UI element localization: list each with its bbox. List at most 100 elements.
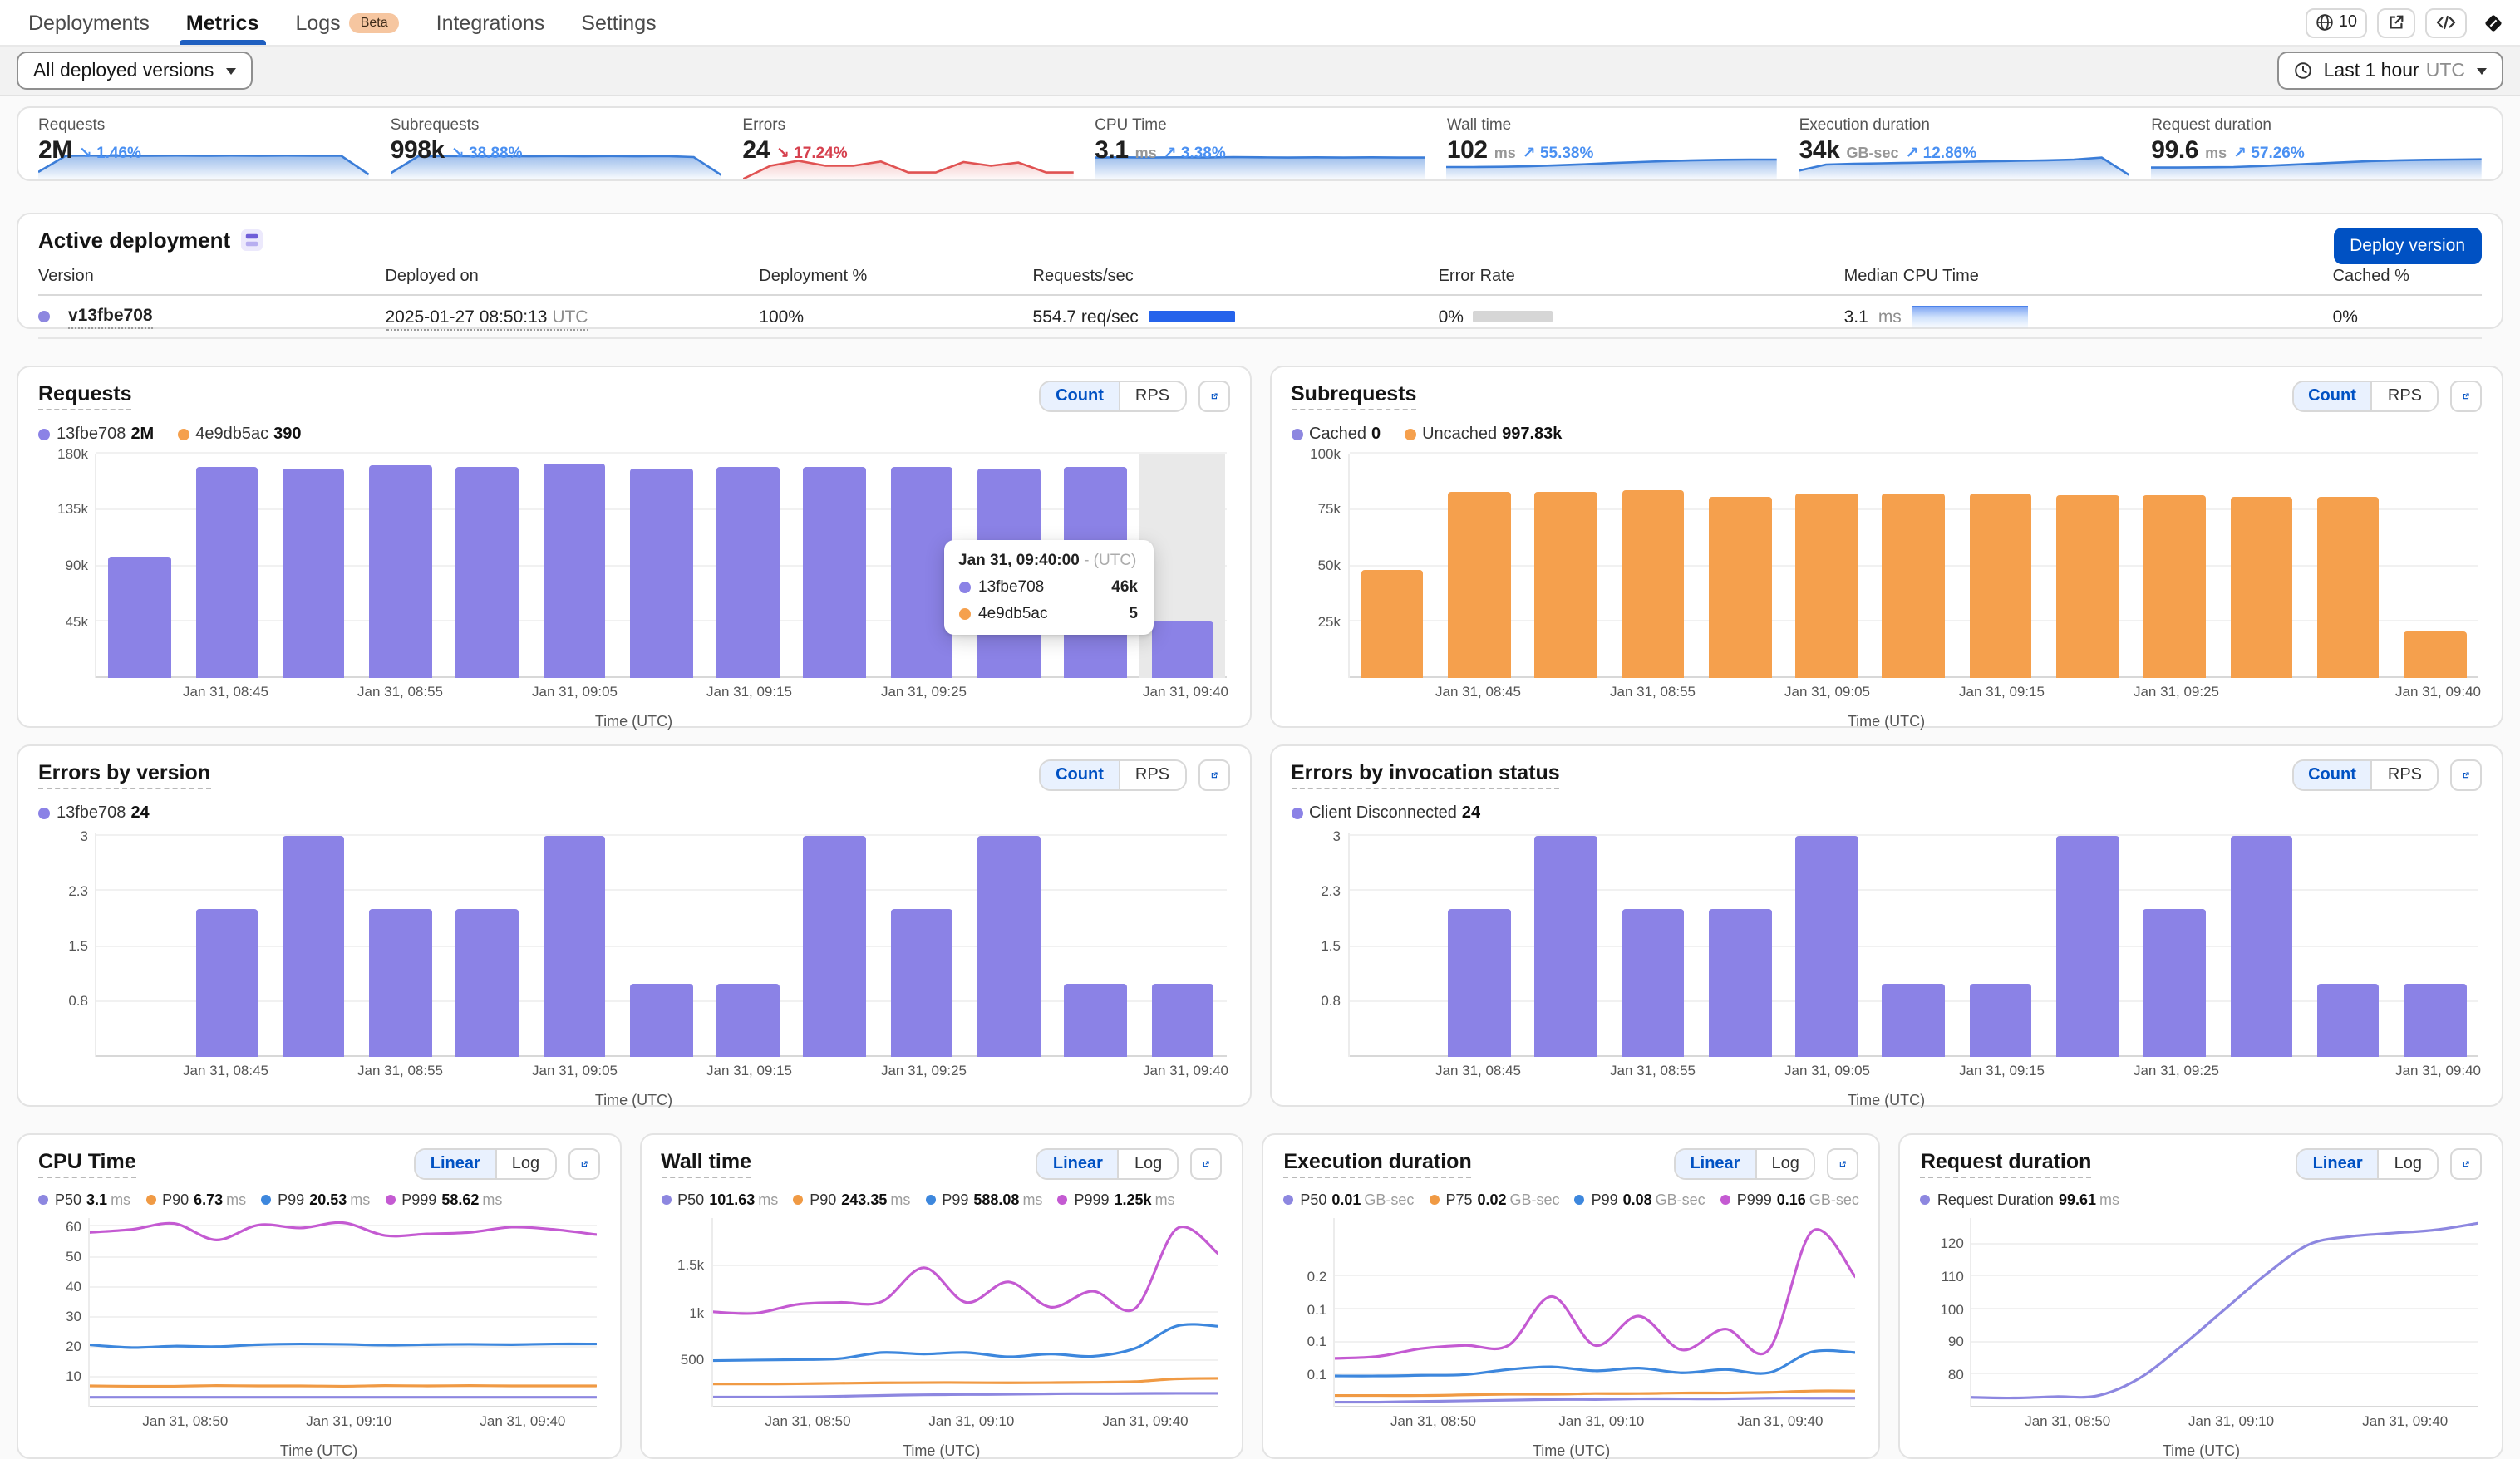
bar-client-disconnected-08:55[interactable] bbox=[1622, 909, 1685, 1057]
expand-chart-button[interactable] bbox=[2450, 759, 2482, 791]
bar-client-disconnected-09:10[interactable] bbox=[1882, 983, 1946, 1057]
bar-uncached-09:25[interactable] bbox=[2143, 494, 2206, 678]
bar-13fbe708-09:10[interactable] bbox=[629, 983, 693, 1057]
bar-uncached-09:35[interactable] bbox=[2316, 497, 2380, 678]
bar-client-disconnected-09:40[interactable] bbox=[2404, 983, 2467, 1057]
legend-item-p50[interactable]: P50 3.1 ms bbox=[38, 1191, 130, 1208]
expand-chart-button[interactable] bbox=[2450, 1148, 2482, 1180]
chart-plot-execution-duration[interactable]: 0.1 0.1 0.1 0.2 bbox=[1307, 1218, 1856, 1407]
tab-deployments[interactable]: Deployments bbox=[10, 0, 168, 45]
expand-chart-button[interactable] bbox=[1198, 759, 1229, 791]
tab-logs[interactable]: Logs Beta bbox=[277, 0, 417, 45]
bar-uncached-09:05[interactable] bbox=[1795, 494, 1858, 678]
time-range-dropdown[interactable]: Last 1 hour UTC bbox=[2276, 52, 2503, 90]
toggle-option-rps[interactable]: RPS bbox=[1118, 382, 1184, 410]
bar-uncached-08:50[interactable] bbox=[1534, 491, 1597, 678]
bar-uncached-09:00[interactable] bbox=[1708, 496, 1772, 678]
toggle-option-log[interactable]: Log bbox=[2377, 1150, 2437, 1178]
tab-settings[interactable]: Settings bbox=[563, 0, 674, 45]
legend-item-p999[interactable]: P999 0.16 GB-sec bbox=[1720, 1191, 1859, 1208]
bar-13fbe708-09:40[interactable] bbox=[1151, 983, 1214, 1057]
toggle-option-log[interactable]: Log bbox=[1117, 1150, 1178, 1178]
toggle-option-log[interactable]: Log bbox=[1755, 1150, 1814, 1178]
legend-item-p999[interactable]: P999 1.25k ms bbox=[1057, 1191, 1175, 1208]
bar-client-disconnected-08:50[interactable] bbox=[1534, 836, 1597, 1057]
bar-13fbe708-08:45[interactable] bbox=[195, 466, 258, 678]
bar-13fbe708-08:45[interactable] bbox=[195, 909, 258, 1057]
legend-item-cached[interactable]: Cached 0 bbox=[1291, 425, 1381, 444]
legend-item-p99[interactable]: P99 0.08 GB-sec bbox=[1574, 1191, 1705, 1208]
toggle-option-linear[interactable]: Linear bbox=[415, 1150, 495, 1178]
chart-plot-wall-time[interactable]: 500 1k 1.5k bbox=[677, 1218, 1219, 1407]
toggle-option-rps[interactable]: RPS bbox=[2370, 761, 2437, 789]
toggle-option-log[interactable]: Log bbox=[495, 1150, 555, 1178]
bar-13fbe708-08:50[interactable] bbox=[282, 469, 345, 678]
bar-13fbe708-09:00[interactable] bbox=[455, 467, 519, 678]
toggle-option-count[interactable]: Count bbox=[2293, 761, 2371, 789]
tab-integrations[interactable]: Integrations bbox=[418, 0, 564, 45]
bar-13fbe708-09:15[interactable] bbox=[716, 983, 780, 1057]
legend-item-p99[interactable]: P99 588.08 ms bbox=[925, 1191, 1042, 1208]
toggle-option-rps[interactable]: RPS bbox=[1118, 761, 1184, 789]
open-external-button[interactable] bbox=[2377, 7, 2415, 37]
legend-item-p75[interactable]: P75 0.02 GB-sec bbox=[1429, 1191, 1560, 1208]
bar-13fbe708-09:35[interactable] bbox=[1064, 983, 1127, 1057]
bar-client-disconnected-09:30[interactable] bbox=[2230, 836, 2293, 1057]
bar-13fbe708-09:05[interactable] bbox=[543, 836, 606, 1057]
bar-13fbe708-09:15[interactable] bbox=[716, 467, 780, 678]
toggle-option-count[interactable]: Count bbox=[1041, 761, 1119, 789]
code-button[interactable] bbox=[2425, 7, 2467, 37]
expand-chart-button[interactable] bbox=[2450, 381, 2482, 412]
bar-client-disconnected-09:25[interactable] bbox=[2143, 909, 2206, 1057]
toggle-option-linear[interactable]: Linear bbox=[1037, 1150, 1118, 1178]
deployment-versions-icon[interactable] bbox=[240, 229, 263, 251]
bar-client-disconnected-09:05[interactable] bbox=[1795, 836, 1858, 1057]
legend-item-p50[interactable]: P50 101.63 ms bbox=[661, 1191, 778, 1208]
bar-client-disconnected-09:15[interactable] bbox=[1969, 983, 2032, 1057]
bar-13fbe708-08:55[interactable] bbox=[369, 909, 432, 1057]
toggle-option-count[interactable]: Count bbox=[2293, 382, 2371, 410]
bar-uncached-09:15[interactable] bbox=[1969, 493, 2032, 678]
expand-chart-button[interactable] bbox=[1827, 1148, 1859, 1180]
bar-13fbe708-08:55[interactable] bbox=[369, 464, 432, 678]
bar-uncached-09:40[interactable] bbox=[2404, 631, 2467, 678]
legend-item-p90[interactable]: P90 243.35 ms bbox=[793, 1191, 910, 1208]
version-link[interactable]: v13fbe708 bbox=[68, 305, 153, 328]
bar-client-disconnected-09:00[interactable] bbox=[1708, 909, 1772, 1057]
bar-13fbe708-09:10[interactable] bbox=[629, 469, 693, 678]
toggle-option-linear[interactable]: Linear bbox=[1675, 1150, 1755, 1178]
bar-13fbe708-09:05[interactable] bbox=[543, 464, 606, 678]
legend-item-p90[interactable]: P90 6.73 ms bbox=[145, 1191, 246, 1208]
legend-item-client-disconnected[interactable]: Client Disconnected 24 bbox=[1291, 804, 1480, 823]
bar-13fbe708-09:40[interactable] bbox=[1151, 621, 1214, 678]
globe-count-button[interactable]: 10 bbox=[2305, 7, 2367, 37]
chart-plot-request-duration[interactable]: 80 90 100 110 120 bbox=[1940, 1218, 2478, 1407]
bar-13fbe708-09:20[interactable] bbox=[803, 836, 867, 1057]
chart-plot-subrequests[interactable]: 25k 50k 75k 100k bbox=[1310, 445, 2478, 678]
tab-metrics[interactable]: Metrics bbox=[168, 0, 278, 45]
deploy-version-button[interactable]: Deploy version bbox=[2333, 228, 2482, 264]
bar-uncached-09:10[interactable] bbox=[1882, 494, 1946, 678]
legend-item-p999[interactable]: P999 58.62 ms bbox=[385, 1191, 502, 1208]
bar-uncached-09:30[interactable] bbox=[2230, 496, 2293, 678]
bar-client-disconnected-09:35[interactable] bbox=[2316, 983, 2380, 1057]
toggle-option-rps[interactable]: RPS bbox=[2370, 382, 2437, 410]
legend-item-uncached[interactable]: Uncached 997.83k bbox=[1404, 425, 1562, 444]
toggle-option-linear[interactable]: Linear bbox=[2297, 1150, 2378, 1178]
expand-chart-button[interactable] bbox=[1190, 1148, 1223, 1180]
expand-chart-button[interactable] bbox=[568, 1148, 600, 1180]
legend-item-p50[interactable]: P50 0.01 GB-sec bbox=[1283, 1191, 1414, 1208]
bar-13fbe708-08:40[interactable] bbox=[108, 556, 171, 678]
legend-item-13fbe708[interactable]: 13fbe708 24 bbox=[38, 804, 150, 823]
bar-uncached-08:40[interactable] bbox=[1361, 570, 1424, 678]
bar-uncached-09:20[interactable] bbox=[2055, 494, 2119, 678]
legend-item-4e9db5ac[interactable]: 4e9db5ac 390 bbox=[177, 425, 302, 444]
bar-client-disconnected-09:20[interactable] bbox=[2055, 836, 2119, 1057]
bar-uncached-08:45[interactable] bbox=[1448, 491, 1511, 678]
legend-item-p99[interactable]: P99 20.53 ms bbox=[261, 1191, 370, 1208]
chart-plot-errors-by-version[interactable]: 0.8 1.5 2.3 3 bbox=[68, 827, 1226, 1057]
bar-13fbe708-09:20[interactable] bbox=[803, 466, 867, 678]
chart-plot-errors-by-invocation-status[interactable]: 0.8 1.5 2.3 3 bbox=[1321, 827, 2478, 1057]
bar-13fbe708-09:00[interactable] bbox=[455, 909, 519, 1057]
legend-item-13fbe708[interactable]: 13fbe708 2M bbox=[38, 425, 154, 444]
